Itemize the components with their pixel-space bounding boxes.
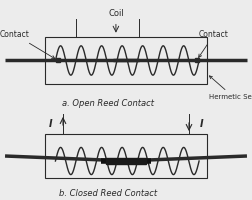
- Text: a. Open Reed Contact: a. Open Reed Contact: [62, 99, 154, 108]
- Text: Contact: Contact: [0, 30, 55, 59]
- Text: Coil: Coil: [108, 9, 124, 18]
- Text: Hermetic Seal: Hermetic Seal: [209, 76, 252, 100]
- Polygon shape: [106, 158, 146, 164]
- Text: Contact: Contact: [199, 30, 229, 57]
- Text: b. Closed Reed Contact: b. Closed Reed Contact: [59, 190, 158, 198]
- Bar: [45, 134, 207, 178]
- Bar: [45, 37, 207, 84]
- Text: I: I: [200, 119, 203, 129]
- Text: I: I: [49, 119, 52, 129]
